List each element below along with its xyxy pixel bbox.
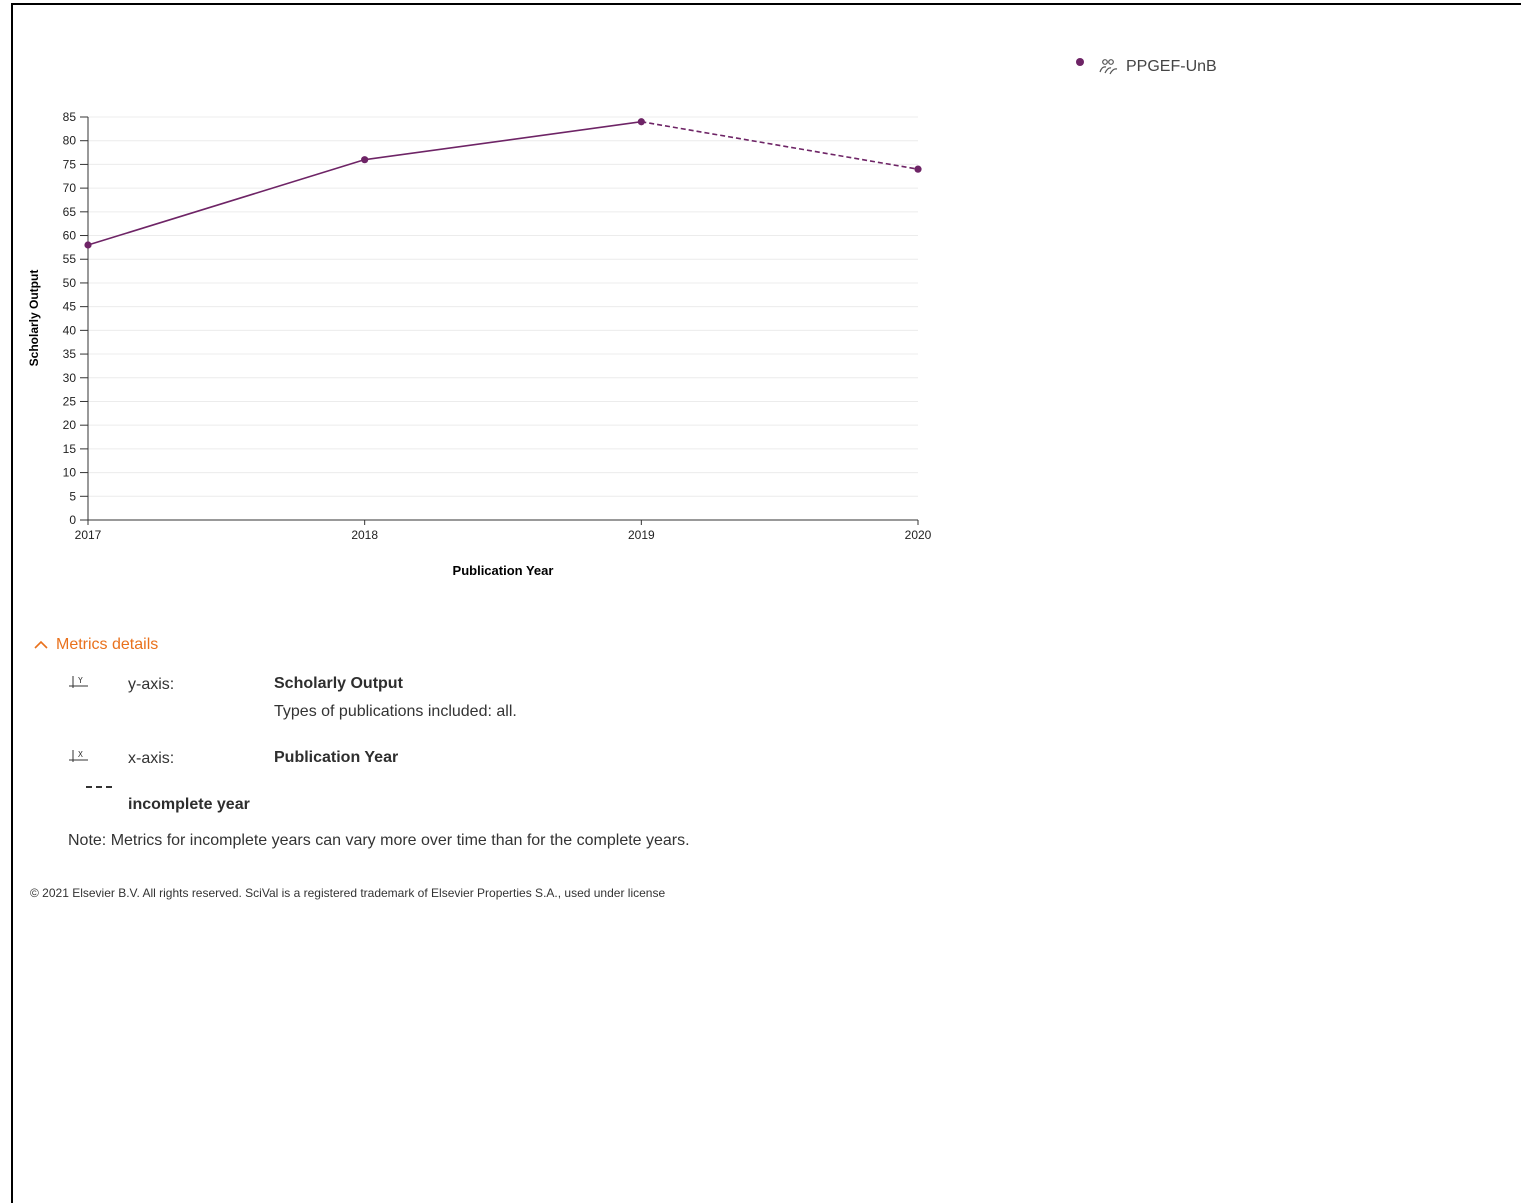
chevron-up-icon xyxy=(34,640,48,649)
y-tick-label: 85 xyxy=(63,110,77,124)
y-tick-label: 40 xyxy=(63,323,77,337)
y-tick-label: 20 xyxy=(63,418,77,432)
y-tick-label: 15 xyxy=(63,442,77,456)
y-tick-label: 65 xyxy=(63,205,77,219)
y-axis-value: Scholarly Output xyxy=(274,675,403,692)
y-tick-label: 60 xyxy=(63,229,77,243)
x-tick-label: 2018 xyxy=(351,528,378,542)
data-point xyxy=(637,118,645,126)
y-tick-label: 70 xyxy=(63,181,77,195)
copyright-footer: © 2021 Elsevier B.V. All rights reserved… xyxy=(30,886,666,900)
series-segment-incomplete xyxy=(641,120,919,170)
y-axis-label: y-axis: xyxy=(128,676,175,693)
y-tick-label: 80 xyxy=(63,134,77,148)
x-axis-title: Publication Year xyxy=(453,563,554,578)
y-tick-label: 45 xyxy=(63,300,77,314)
chart-grid xyxy=(88,116,918,497)
chart-axes: 0 5 10 15 20 25 30 35 40 45 50 55 60 65 70 75 80 85 2017 20… xyxy=(63,110,932,542)
y-axis-icon: Y xyxy=(68,674,90,693)
y-tick-label: 30 xyxy=(63,371,77,385)
y-axis-title: Scholarly Output xyxy=(27,270,41,367)
legend-series-label: PPGEF-UnB xyxy=(1126,58,1217,75)
chart-lines xyxy=(87,120,919,246)
incomplete-year-label: incomplete year xyxy=(128,796,250,813)
y-axis-icon-letter: Y xyxy=(78,676,83,685)
y-tick-label: 35 xyxy=(63,347,77,361)
y-tick-label: 0 xyxy=(69,513,76,527)
x-tick-label: 2019 xyxy=(628,528,655,542)
series-segment xyxy=(87,158,365,246)
data-point xyxy=(84,241,92,249)
x-axis-label: x-axis: xyxy=(128,750,175,767)
metrics-note: Note: Metrics for incomplete years can v… xyxy=(68,832,690,849)
y-tick-label: 25 xyxy=(63,394,77,408)
series-segment xyxy=(364,120,642,161)
y-tick-label: 50 xyxy=(63,276,77,290)
x-axis-icon-letter: X xyxy=(78,750,83,759)
x-axis-value: Publication Year xyxy=(274,749,399,766)
y-tick-label: 5 xyxy=(69,489,76,503)
legend-series-marker xyxy=(1076,58,1084,66)
y-tick-label: 10 xyxy=(63,466,77,480)
chart-points xyxy=(84,118,922,249)
page-frame xyxy=(11,3,1521,1203)
metrics-details-toggle[interactable]: Metrics details xyxy=(34,636,158,654)
line-chart: 0 5 10 15 20 25 30 35 40 45 50 55 60 65 70 75 80 85 2017 20… xyxy=(27,110,932,578)
x-tick-label: 2017 xyxy=(75,528,102,542)
y-tick-label: 55 xyxy=(63,252,77,266)
y-tick-label: 75 xyxy=(63,157,77,171)
x-tick-label: 2020 xyxy=(905,528,932,542)
chart-legend[interactable]: PPGEF-UnB xyxy=(1076,58,1217,76)
x-axis-icon: X xyxy=(68,748,90,767)
research-group-icon xyxy=(1098,58,1120,76)
dashed-line-icon xyxy=(86,786,112,790)
y-axis-description: Types of publications included: all. xyxy=(274,703,517,720)
data-point xyxy=(914,165,922,173)
metrics-details-label: Metrics details xyxy=(56,636,159,653)
data-point xyxy=(361,156,369,164)
